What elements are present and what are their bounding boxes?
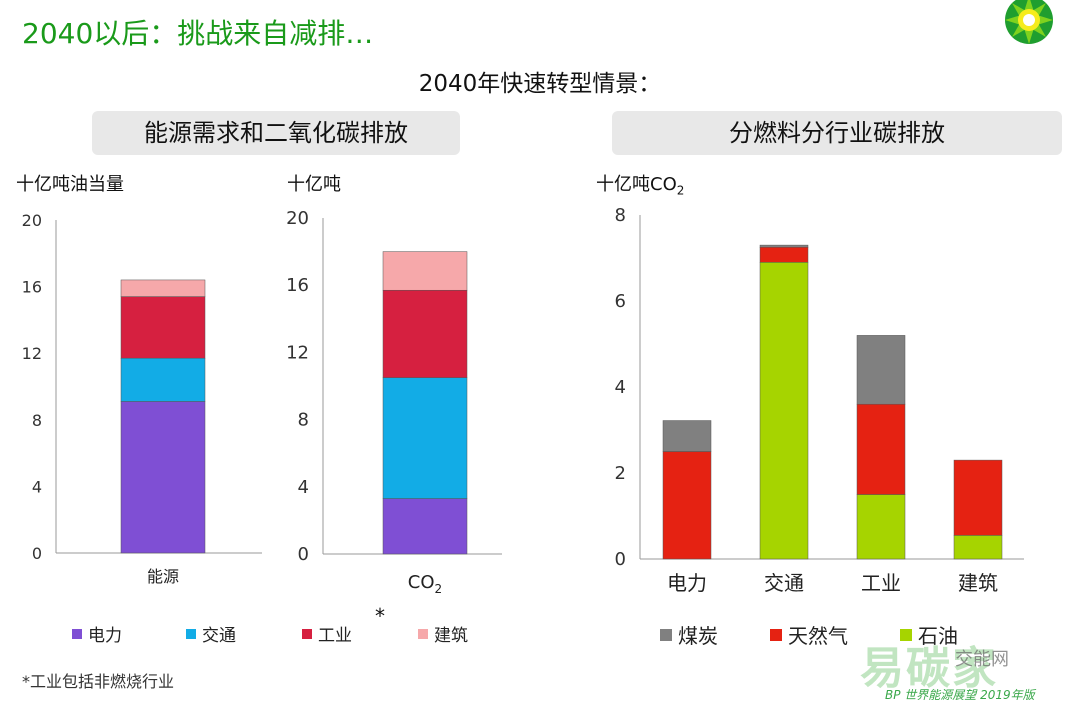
sector-unit-label-sub: 2 [676, 183, 685, 198]
y-tick-label: 8 [298, 410, 309, 431]
y-tick-label: 2 [615, 463, 626, 484]
legend-swatch [900, 628, 912, 641]
y-tick-label: 20 [286, 208, 309, 229]
legend-swatch [186, 628, 196, 639]
x-category-label: 交通 [764, 571, 804, 595]
x-category-label: 能源 [147, 567, 179, 586]
bar-segment [856, 494, 906, 560]
right-panel-header: 分燃料分行业碳排放 [612, 111, 1062, 155]
legend-label: 天然气 [788, 624, 848, 648]
watermark-logo: 易碳家 [860, 643, 998, 694]
slide-title: 2040以后：挑战来自减排… [22, 17, 374, 50]
legend-swatch [72, 628, 82, 639]
bar-segment [953, 535, 1003, 560]
bar-segment [382, 377, 468, 499]
legend-label: 石油 [918, 624, 958, 648]
x-category-label: 电力 [667, 571, 707, 595]
bar-segment [662, 451, 712, 560]
co2-chart: 0 4 8 12 16 20 CO2 [286, 208, 502, 596]
legend-left-power: 电力 [72, 621, 122, 646]
bar-segment [120, 357, 206, 402]
watermark-text: 交能网 [955, 649, 1009, 670]
left-panel-header: 能源需求和二氧化碳排放 [92, 111, 460, 155]
legend-left-buildings: 建筑 [418, 621, 468, 646]
bar-segment [856, 335, 906, 405]
bar-segment [382, 498, 468, 555]
legend-right-gas: 天然气 [770, 620, 848, 649]
energy-unit-label: 十亿吨油当量 [16, 174, 124, 195]
y-tick-label: 4 [298, 477, 309, 498]
y-tick-label: 6 [615, 291, 626, 312]
y-tick-label: 12 [286, 342, 309, 363]
sector-unit-label-main: 十亿吨CO [596, 174, 677, 195]
bar-segment [120, 279, 206, 297]
y-tick-label: 4 [32, 477, 42, 496]
bp-helios-logo [1005, 0, 1053, 44]
legend-left-transport: 交通 [186, 621, 236, 646]
bar-segment [759, 262, 809, 560]
legend-label: 工业 [318, 626, 352, 646]
bar-segment [382, 289, 468, 378]
bar-segment [856, 403, 906, 495]
y-tick-label: 0 [32, 544, 42, 563]
legend-swatch [770, 628, 782, 641]
scenario-subtitle: 2040年快速转型情景： [418, 71, 662, 97]
bar-segment [662, 420, 712, 452]
footnote-star: * [375, 604, 385, 628]
y-tick-label: 0 [615, 549, 626, 570]
y-tick-label: 4 [615, 377, 626, 398]
y-tick-label: 12 [22, 344, 42, 363]
legend-right-oil: 石油 [900, 620, 958, 649]
co2-unit-label: 十亿吨 [287, 174, 341, 195]
footnote: *工业包括非燃烧行业 [22, 672, 175, 691]
bar-segment [759, 244, 809, 248]
legend-label: 煤炭 [678, 624, 718, 648]
x-category-label: CO2 [408, 572, 442, 596]
sector-chart: 0 2 4 6 8 电力 交通 工业 建筑 [615, 205, 1024, 595]
bar-segment [382, 251, 468, 291]
source-credit: BP 世界能源展望 2019年版 [885, 688, 1035, 702]
sector-unit-label: 十亿吨CO2 [596, 170, 684, 198]
y-tick-label: 20 [22, 211, 42, 230]
y-tick-label: 16 [286, 275, 309, 296]
bar-segment [120, 296, 206, 359]
legend-swatch [302, 628, 312, 639]
x-category-label: 建筑 [958, 571, 998, 595]
bar-segment [120, 401, 206, 554]
legend-label: 电力 [88, 626, 122, 646]
legend-swatch [418, 628, 428, 639]
y-tick-label: 8 [32, 411, 42, 430]
legend-right-coal: 煤炭 [660, 620, 718, 649]
x-category-label: 工业 [861, 571, 901, 595]
legend-label: 建筑 [434, 626, 468, 646]
energy-chart: 0 4 8 12 16 20 能源 [22, 211, 262, 586]
bar-segment [953, 459, 1003, 536]
legend-left-industry: 工业 [302, 621, 352, 646]
y-tick-label: 16 [22, 278, 42, 297]
y-tick-label: 8 [615, 205, 626, 226]
legend-swatch [660, 628, 672, 641]
bar-segment [759, 247, 809, 263]
legend-label: 交通 [202, 626, 236, 646]
y-tick-label: 0 [298, 544, 309, 565]
